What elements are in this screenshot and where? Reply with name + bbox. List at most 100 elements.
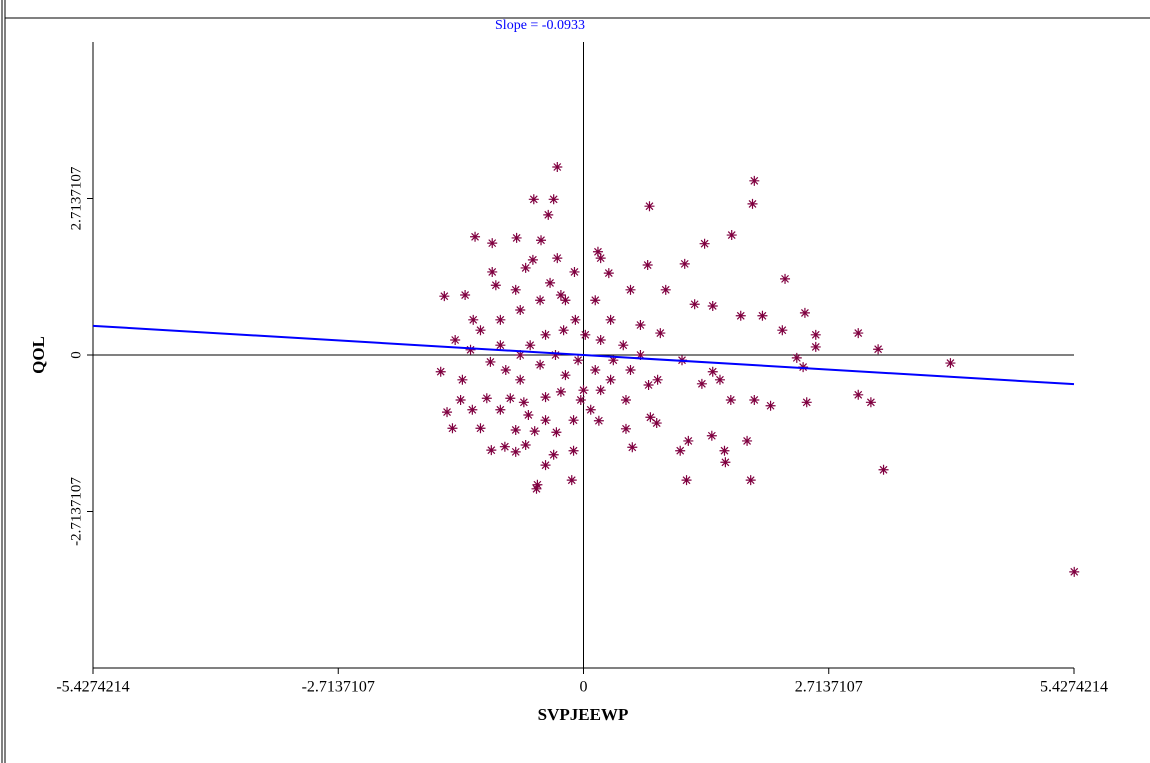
scatter-point [699, 238, 710, 249]
x-tick-label: 5.4274214 [1040, 679, 1108, 696]
scatter-point [455, 394, 466, 405]
scatter-point [532, 479, 543, 490]
scatter-point [618, 340, 629, 351]
scatter-point [495, 404, 506, 415]
scatter-point [439, 291, 450, 302]
scatter-point [499, 441, 510, 452]
scatter-point [765, 400, 776, 411]
scatter-point [620, 394, 631, 405]
scatter-point [635, 350, 646, 360]
scatter-point [487, 266, 498, 277]
scatter-point [435, 366, 446, 377]
scatter-point [749, 394, 760, 405]
scatter-point [551, 427, 562, 438]
scatter-point [853, 389, 864, 400]
scatter-point [540, 329, 551, 340]
scatter-point [460, 290, 471, 301]
scatter-point [853, 328, 864, 339]
scatter-point [485, 356, 496, 367]
scatter-point [573, 355, 584, 366]
scatter-point [568, 445, 579, 456]
chart-title: Slope = -0.0933 [495, 18, 585, 33]
scatter-point [620, 423, 631, 434]
scatter-point [540, 460, 551, 471]
scatter-point [518, 397, 529, 408]
scatter-point [652, 374, 663, 385]
scatter-point [447, 423, 458, 434]
scatter-point [540, 415, 551, 426]
scatter-point [679, 258, 690, 269]
scatter-point [735, 310, 746, 321]
scatter-point [696, 378, 707, 389]
scatter-point [644, 201, 655, 212]
scatter-point [660, 284, 671, 295]
scatter-point [490, 280, 501, 291]
scatter-point [706, 430, 717, 441]
scatter-point [689, 299, 700, 310]
scatter-point [810, 341, 821, 352]
scatter-point [575, 394, 586, 405]
scatter-point [642, 260, 653, 271]
scatter-point [595, 253, 606, 264]
scatter-point [643, 379, 654, 390]
scatter-point [527, 254, 538, 265]
scatter-point [555, 290, 566, 301]
scatter-point [515, 374, 526, 385]
scatter-point [481, 393, 492, 404]
scatter-point [714, 374, 725, 385]
scatter-point [608, 355, 619, 366]
scatter-point [510, 424, 521, 435]
scatter-point [725, 394, 736, 405]
scatter-point [548, 194, 559, 205]
scatter-point [590, 295, 601, 306]
x-tick-label: 2.7137107 [795, 679, 863, 696]
scatter-point [593, 415, 604, 426]
scatter-point [568, 415, 579, 426]
scatter-point [655, 328, 666, 339]
y-tick-label: 0 [68, 351, 84, 359]
scatter-point [810, 329, 821, 340]
scatter-point [520, 262, 531, 273]
scatter-point [540, 392, 551, 403]
scatter-point [757, 310, 768, 321]
scatter-point [442, 407, 453, 418]
scatter-point [595, 335, 606, 346]
scatter-point [578, 385, 589, 396]
scatter-point [529, 426, 540, 437]
scatter-point [683, 435, 694, 446]
scatter-point [543, 209, 554, 220]
scatter-point [719, 445, 730, 456]
scatter-point [468, 314, 479, 325]
scatter-point [603, 268, 614, 279]
scatter-point [726, 230, 737, 241]
scatter-point [595, 385, 606, 396]
scatter-point [605, 314, 616, 325]
scatter-point [525, 340, 536, 351]
scatter-point [590, 364, 601, 375]
scatter-point [535, 295, 546, 306]
scatter-point [560, 370, 571, 381]
scatter-point [777, 325, 788, 336]
scatter-point [511, 232, 522, 243]
regression-line [92, 324, 1075, 386]
scatter-point [605, 374, 616, 385]
scatter-point [585, 404, 596, 415]
scatter-point [467, 404, 478, 415]
scatter-point [745, 475, 756, 486]
scatter-point [465, 344, 476, 355]
y-tick-label: 2.7137107 [68, 166, 84, 230]
scatter-point [791, 352, 802, 363]
scatter-point [873, 344, 884, 355]
scatter-point [552, 161, 563, 172]
scatter-point [635, 320, 646, 331]
scatter-point [625, 364, 636, 375]
scatter-point [749, 175, 760, 186]
scatter-point [675, 445, 686, 456]
scatter-point [945, 358, 956, 369]
scatter-point [558, 325, 569, 336]
scatter-point [475, 325, 486, 336]
scatter-point [550, 350, 561, 360]
scatter-point [450, 335, 461, 346]
y-tick-label: -2.7137107 [68, 477, 84, 546]
scatter-point [475, 423, 486, 434]
